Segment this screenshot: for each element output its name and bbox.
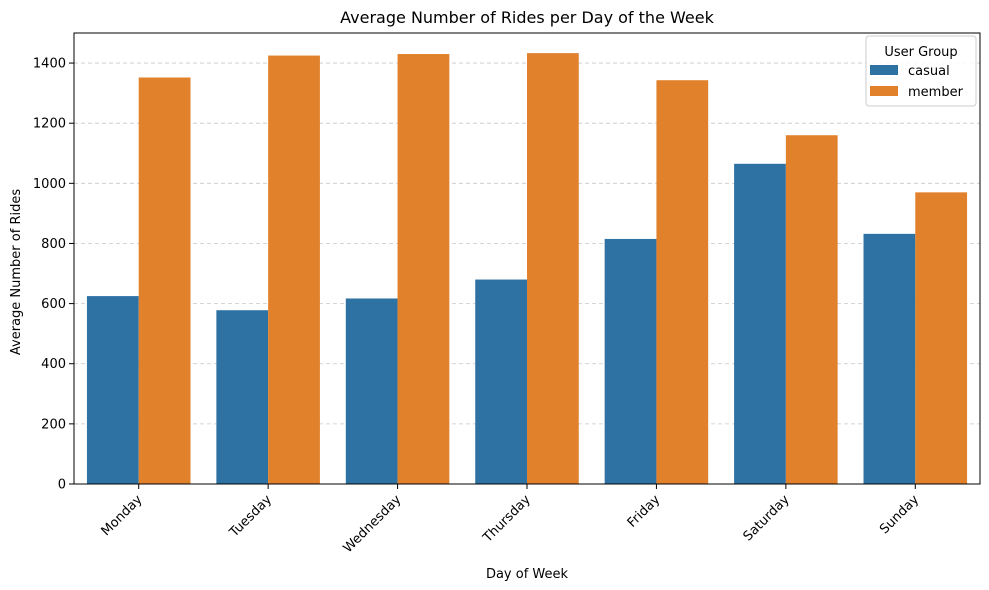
x-tick-label: Friday xyxy=(625,492,664,531)
y-tick-label: 1000 xyxy=(33,177,66,192)
bar-member-sunday xyxy=(915,192,968,484)
y-tick-label: 800 xyxy=(41,237,66,252)
legend-items: casual member xyxy=(870,64,964,100)
legend-swatch-casual xyxy=(870,65,898,75)
y-axis: 0 200 400 600 800 1000 1200 1400 xyxy=(33,57,74,493)
bar-member-tuesday xyxy=(268,55,320,485)
bar-member-monday xyxy=(138,77,191,485)
bar-member-saturday xyxy=(785,135,838,484)
bar-casual-wednesday xyxy=(345,298,398,484)
x-tick-label: Tuesday xyxy=(226,492,275,541)
bar-member-thursday xyxy=(527,53,579,485)
x-tick-label: Wednesday xyxy=(341,492,405,556)
legend-label-member: member xyxy=(908,85,964,100)
y-tick-label: 1200 xyxy=(33,117,66,132)
y-tick-label: 600 xyxy=(41,297,66,312)
bar-casual-monday xyxy=(86,296,139,484)
legend-label-casual: casual xyxy=(908,64,950,79)
bar-casual-friday xyxy=(604,238,657,484)
legend-swatch-member xyxy=(870,86,898,96)
bars xyxy=(86,53,968,485)
bar-casual-thursday xyxy=(475,279,527,484)
x-axis: Monday Tuesday Wednesday Thursday Friday Satu… xyxy=(99,484,922,556)
x-tick-label: Saturday xyxy=(741,492,793,544)
bar-member-wednesday xyxy=(397,54,450,485)
y-tick-label: 1400 xyxy=(33,57,66,72)
x-axis-label: Day of Week xyxy=(486,567,569,582)
y-axis-label: Average Number of Rides xyxy=(9,189,24,355)
y-tick-label: 400 xyxy=(41,357,66,372)
chart-title: Average Number of Rides per Day of the W… xyxy=(340,8,714,27)
bar-casual-saturday xyxy=(734,163,786,485)
x-tick-label: Thursday xyxy=(480,492,534,546)
legend-title: User Group xyxy=(884,45,957,60)
x-tick-label: Sunday xyxy=(877,492,922,537)
bar-casual-sunday xyxy=(863,233,916,484)
bar-member-friday xyxy=(656,80,709,485)
y-tick-label: 200 xyxy=(41,417,66,432)
legend: User Group casual member xyxy=(865,35,977,107)
y-tick-label: 0 xyxy=(58,478,66,493)
x-tick-label: Monday xyxy=(99,492,146,539)
bar-casual-tuesday xyxy=(216,310,269,484)
